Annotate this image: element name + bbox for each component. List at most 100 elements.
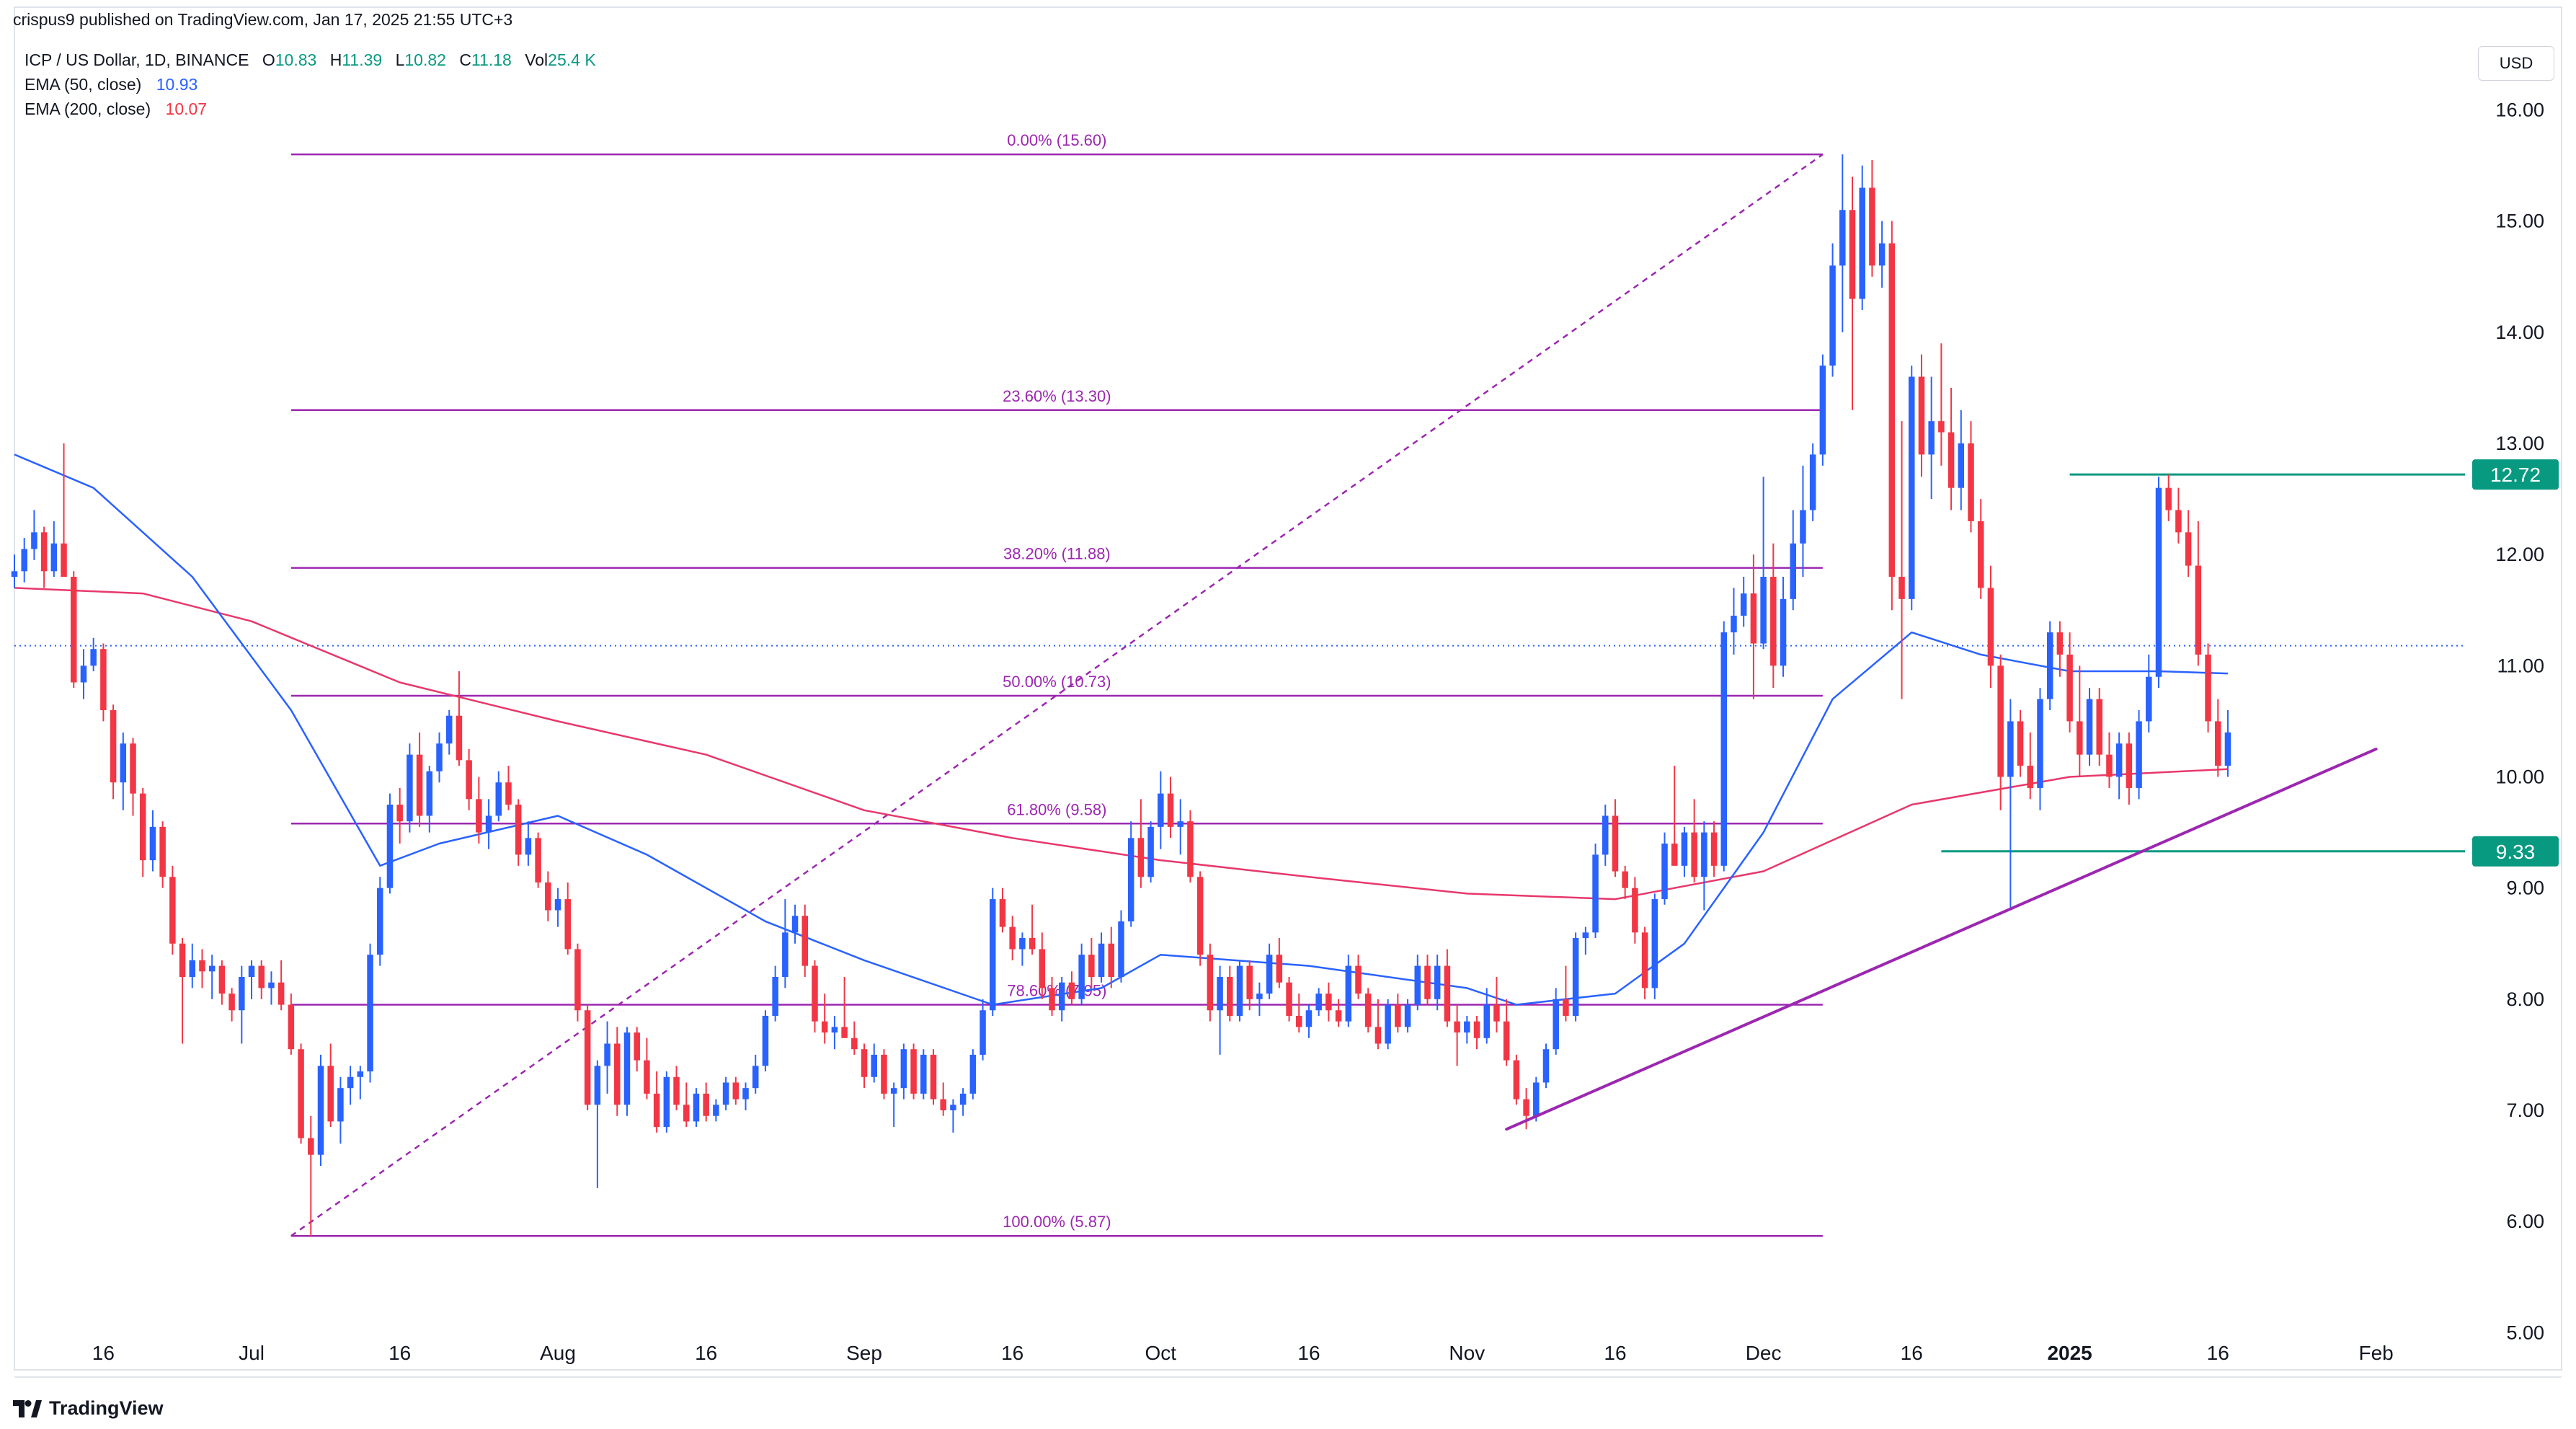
candle-body: [1483, 1004, 1490, 1038]
candle-body: [1493, 1004, 1500, 1022]
candle-body: [1374, 1027, 1382, 1044]
price-tick-label: 12.00: [2495, 544, 2544, 565]
candle-body: [2136, 721, 2142, 788]
candle-body: [1612, 815, 1619, 872]
grid-layer: [14, 6, 2562, 1378]
candle-body: [1395, 1004, 1401, 1027]
indicator-ema200[interactable]: EMA (200, close) 10.07: [25, 99, 207, 119]
candle-body: [653, 1093, 660, 1128]
candle-body: [208, 965, 216, 972]
candle-body: [1671, 844, 1678, 866]
candle-body: [1997, 665, 2004, 777]
candle-body: [1878, 243, 1886, 266]
candle-body: [515, 805, 522, 855]
candle-body: [1364, 994, 1372, 1027]
candle-body: [1869, 187, 1875, 266]
candle-body: [525, 838, 532, 855]
candle-body: [149, 826, 156, 861]
price-tick-label: 8.00: [2506, 988, 2544, 1010]
candle-body: [337, 1088, 344, 1122]
candle-body: [1127, 838, 1134, 921]
candle-body: [1325, 994, 1332, 1011]
price-tick-label: 14.00: [2495, 322, 2544, 343]
price-tick-label: 15.00: [2495, 211, 2544, 232]
candle-body: [703, 1093, 709, 1116]
price-tick-label: 11.00: [2497, 655, 2544, 676]
candle-body: [1958, 443, 1965, 488]
candle-body: [327, 1066, 334, 1122]
candle-body: [1019, 938, 1026, 950]
candle-body: [288, 1004, 295, 1050]
candle-body: [2115, 743, 2123, 777]
candle-body: [248, 965, 255, 977]
candle-body: [752, 1066, 759, 1089]
candle-body: [920, 1054, 927, 1094]
candle-body: [189, 960, 196, 977]
candle-body: [407, 754, 413, 822]
candle-body: [505, 782, 512, 805]
candle-body: [554, 899, 561, 911]
candle-body: [308, 1138, 314, 1155]
candle-body: [377, 888, 383, 955]
candle-body: [930, 1054, 937, 1100]
candle-body: [100, 649, 107, 710]
fibonacci-retracement: 0.00% (15.60) 23.60% (13.30) 38.20% (11.88…: [290, 131, 1824, 1237]
symbol-title[interactable]: ICP / US Dollar, 1D, BINANCE: [25, 50, 249, 69]
candle-body: [851, 1038, 858, 1050]
candle-body: [1602, 815, 1609, 855]
candle-body: [772, 977, 778, 1016]
candlestick-series: [11, 154, 2231, 1236]
candle-body: [1542, 1049, 1550, 1083]
time-tick-label: 16: [1604, 1342, 1626, 1364]
candle-body: [485, 815, 492, 833]
candle-body: [386, 805, 394, 888]
candle-body: [1839, 210, 1846, 266]
candle-body: [762, 1015, 769, 1066]
candle-body: [2224, 732, 2231, 766]
candle-body: [436, 743, 443, 771]
time-tick-label: Dec: [1746, 1342, 1782, 1364]
candle-body: [2007, 721, 2014, 777]
price-tick-label: 10.00: [2495, 766, 2544, 788]
candle-body: [861, 1049, 868, 1077]
candle-body: [2126, 743, 2133, 788]
brand-label: TradingView: [49, 1397, 164, 1419]
candle-body: [2066, 654, 2073, 722]
candle-body: [466, 760, 472, 800]
candle-body: [673, 1076, 680, 1105]
candle-body: [2146, 676, 2152, 722]
candle-body: [1118, 921, 1124, 977]
candle-body: [2195, 565, 2202, 655]
candle-body: [31, 532, 37, 549]
candle-body: [1651, 899, 1658, 988]
candle-body: [1345, 965, 1352, 1022]
candle-body: [1137, 838, 1145, 877]
candle-body: [2077, 721, 2083, 755]
candle-body: [683, 1105, 690, 1122]
candle-body: [1039, 949, 1046, 988]
time-tick-label: 16: [1901, 1342, 1923, 1364]
candle-body: [1691, 832, 1697, 877]
candle-body: [495, 782, 502, 816]
candle-body: [2155, 487, 2162, 677]
price-level-tag-label: 9.33: [2496, 841, 2536, 863]
candle-body: [1078, 955, 1085, 999]
tradingview-brand[interactable]: TradingView: [13, 1397, 164, 1420]
candle-body: [584, 1010, 591, 1105]
time-tick-label: 16: [1001, 1342, 1023, 1364]
candle-body: [1009, 926, 1016, 950]
ema-200-line: [14, 587, 2229, 901]
indicator-ema50[interactable]: EMA (50, close) 10.93: [25, 75, 197, 94]
candle-body: [1464, 1021, 1470, 1033]
currency-button[interactable]: USD: [2478, 46, 2554, 81]
candle-body: [1968, 443, 1974, 521]
candle-body: [258, 965, 265, 988]
candle-body: [634, 1032, 640, 1061]
candle-body: [604, 1043, 610, 1066]
candle-body: [90, 649, 97, 666]
candle-body: [2215, 721, 2221, 766]
candle-body: [199, 960, 205, 972]
candle-body: [821, 1021, 828, 1033]
candle-body: [1859, 187, 1865, 299]
